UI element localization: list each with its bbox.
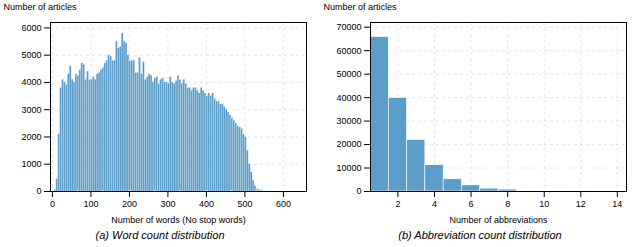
svg-text:200: 200	[122, 199, 137, 209]
svg-text:6: 6	[469, 199, 474, 209]
svg-text:30000: 30000	[336, 116, 361, 126]
svg-text:2: 2	[395, 199, 400, 209]
svg-text:400: 400	[199, 199, 214, 209]
svg-text:Number of articles: Number of articles	[4, 2, 78, 12]
svg-text:50000: 50000	[336, 69, 361, 79]
svg-text:Number of words (No stop words: Number of words (No stop words)	[111, 215, 246, 225]
svg-text:60000: 60000	[336, 46, 361, 56]
svg-text:4000: 4000	[21, 77, 41, 87]
svg-text:12: 12	[576, 199, 586, 209]
svg-text:20000: 20000	[336, 139, 361, 149]
html-text:(a) Word count distribution: (a) Word count distribution	[95, 229, 225, 241]
svg-text:5000: 5000	[21, 50, 41, 60]
svg-text:10000: 10000	[336, 163, 361, 173]
svg-text:0: 0	[50, 199, 55, 209]
svg-text:0: 0	[356, 186, 361, 196]
svg-text:3000: 3000	[21, 105, 41, 115]
svg-text:300: 300	[160, 199, 175, 209]
svg-text:6000: 6000	[21, 23, 41, 33]
svg-text:Number of articles: Number of articles	[324, 2, 398, 12]
svg-text:14: 14	[612, 199, 622, 209]
svg-text:0: 0	[36, 186, 41, 196]
svg-text:2000: 2000	[21, 132, 41, 142]
html-text:(b) Abbreviation count distrib: (b) Abbreviation count distribution	[398, 229, 562, 241]
svg-text:70000: 70000	[336, 22, 361, 32]
svg-text:1000: 1000	[21, 159, 41, 169]
svg-text:8: 8	[505, 199, 510, 209]
svg-text:4: 4	[432, 199, 437, 209]
svg-text:500: 500	[237, 199, 252, 209]
svg-text:Number of abbreviations: Number of abbreviations	[449, 215, 548, 225]
svg-text:100: 100	[83, 199, 98, 209]
svg-text:40000: 40000	[336, 92, 361, 102]
svg-text:600: 600	[276, 199, 291, 209]
svg-text:10: 10	[539, 199, 549, 209]
